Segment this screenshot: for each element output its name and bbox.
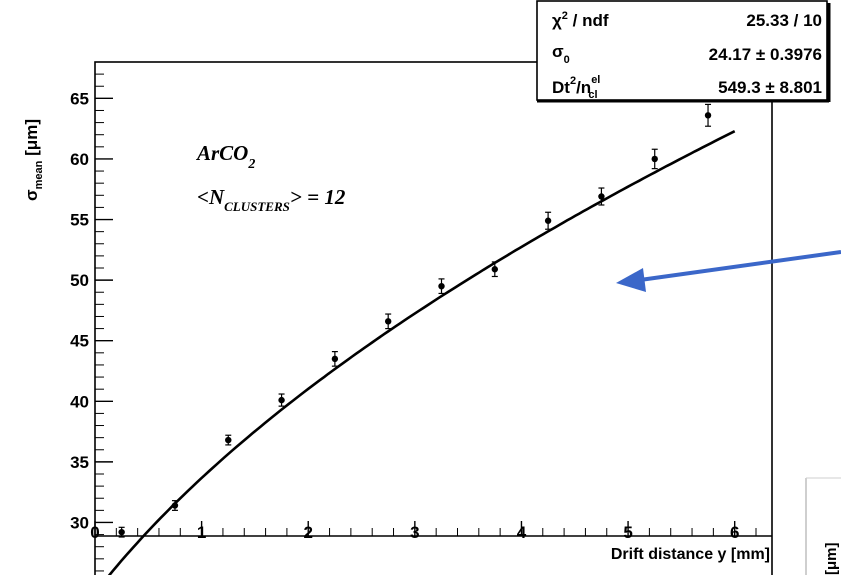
fit-stats-box: χ2 / ndf 25.33 / 10 σ0 24.17 ± 0.3976 Dt… [536, 0, 831, 103]
x-axis-title: Drift distance y [mm] [611, 546, 770, 563]
nclusters-subscript: CLUSTERS [224, 199, 290, 214]
blue-arrow-annotation [616, 250, 841, 292]
stat-row-chi2-value: 25.33 / 10 [746, 11, 822, 30]
adjacent-panel-axis-label: [μm] [823, 542, 840, 575]
stats-box-frame [536, 0, 828, 101]
data-point [651, 155, 658, 163]
data-point [384, 318, 392, 325]
data-points-group [118, 103, 712, 538]
data-point [438, 282, 445, 290]
y-axis-subscript: mean [33, 160, 45, 189]
y-axis-title: σmean [μm] [22, 119, 45, 201]
svg-text:ArCO2: ArCO2 [195, 141, 255, 172]
stat-row-sigma0-value: 24.17 ± 0.3976 [709, 45, 822, 64]
gas-subscript: 2 [247, 157, 255, 172]
y-tick-label: 45 [70, 332, 89, 351]
data-point [118, 528, 125, 536]
y-tick-label: 35 [70, 453, 89, 472]
fit-curve-group [107, 130, 736, 575]
stat-row-sigma0-label: σ0 [552, 42, 570, 66]
data-point [278, 396, 285, 404]
adjacent-panel-fragment: [μm] [805, 477, 841, 575]
plot-frame [94, 61, 773, 575]
y-axis-unit: [μm] [22, 119, 41, 156]
x-tick-label: 4 [517, 523, 527, 542]
data-point [544, 217, 552, 224]
y-axis-ticks: 30 35 40 45 50 55 60 65 [70, 73, 113, 572]
data-point [171, 502, 179, 509]
fit-curve [107, 130, 736, 575]
x-axis-ticks: 0 1 2 3 4 5 6 [90, 521, 772, 542]
data-point [225, 436, 232, 444]
nclusters-label: N [208, 185, 225, 209]
y-tick-label: 65 [70, 89, 89, 108]
x-tick-label: 2 [303, 523, 312, 542]
nclusters-value: = 12 [307, 185, 346, 209]
y-tick-label: 60 [70, 150, 89, 169]
gas-annotation: ArCO2 <NCLUSTERS> = 12 [195, 141, 346, 214]
data-point [491, 266, 499, 273]
x-tick-label: 0 [90, 523, 99, 542]
x-tick-label: 6 [730, 523, 739, 542]
svg-text:<NCLUSTERS> = 12: <NCLUSTERS> = 12 [197, 185, 346, 214]
arrow-head-icon [616, 268, 646, 292]
arrow-shaft [639, 250, 841, 282]
stat-row-chi2-label: χ2 / ndf [552, 10, 609, 30]
y-tick-label: 30 [70, 513, 89, 532]
y-tick-label: 50 [70, 271, 89, 290]
x-tick-label: 3 [410, 523, 419, 542]
x-tick-label: 1 [197, 523, 206, 542]
stat-row-dt-label: Dt2/nel cl [552, 74, 600, 101]
svg-text:σmean [μm]: σmean [μm] [22, 119, 45, 201]
data-point [331, 355, 339, 363]
y-tick-label: 55 [70, 211, 89, 230]
data-point [598, 193, 605, 200]
y-axis-symbol: σ [22, 189, 41, 201]
y-tick-label: 40 [70, 392, 89, 411]
data-point [704, 112, 712, 119]
x-tick-label: 5 [623, 523, 632, 542]
stat-row-dt-value: 549.3 ± 8.801 [718, 78, 822, 97]
gas-label: ArCO [195, 141, 248, 165]
